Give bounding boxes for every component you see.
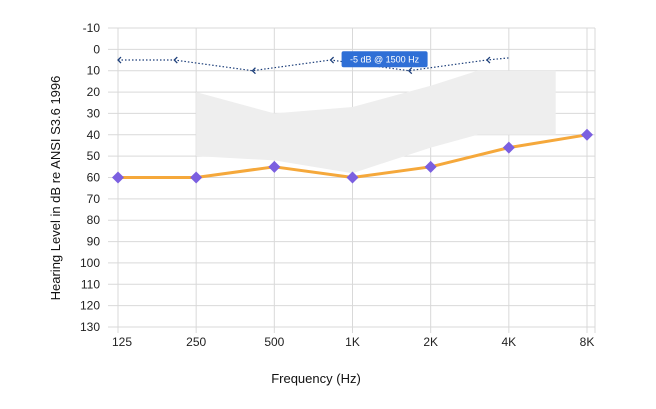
chevron-left-marker <box>486 56 491 64</box>
y-tick-label: 100 <box>80 256 100 270</box>
y-tick-label: 60 <box>87 171 101 185</box>
y-tick-label: 80 <box>87 213 101 227</box>
y-tick-label: 30 <box>87 106 101 120</box>
tooltip-box <box>341 51 428 68</box>
chevron-left-marker <box>117 56 122 64</box>
y-axis-title: Hearing Level in dB re ANSI S3.6 1996 <box>48 76 63 301</box>
x-tick-label: 250 <box>186 335 206 349</box>
y-tick-label: 130 <box>80 320 100 334</box>
x-tick-labels: 125 250 500 1K 2K 4K 8K <box>112 335 594 349</box>
diamond-marker[interactable] <box>424 160 437 173</box>
y-tick-label: 10 <box>87 64 101 78</box>
chevron-left-marker <box>407 67 413 75</box>
x-tick-label: 4K <box>501 335 516 349</box>
marker-layer <box>112 128 593 184</box>
y-tick-label: 120 <box>80 299 100 313</box>
y-tick-label: 40 <box>87 128 101 142</box>
dotted-series-layer <box>117 56 509 75</box>
x-tick-label: 8K <box>580 335 595 349</box>
diamond-marker[interactable] <box>112 171 124 184</box>
diamond-marker[interactable] <box>268 160 281 173</box>
y-tick-label: 50 <box>87 149 101 163</box>
dotted-series-line <box>118 57 509 72</box>
normal-range-band <box>196 70 556 174</box>
y-tick-label: 110 <box>81 277 100 291</box>
y-tick-label: 20 <box>87 85 101 99</box>
tooltip-text: -5 dB @ 1500 Hz <box>350 54 420 64</box>
chevron-left-marker <box>329 56 335 64</box>
annotation-layer: -5 dB @ 1500 Hz <box>341 51 428 68</box>
diamond-marker[interactable] <box>581 128 593 141</box>
x-axis-title: Frequency (Hz) <box>271 371 361 386</box>
diamond-marker[interactable] <box>190 171 203 184</box>
y-tick-label: 0 <box>93 42 100 56</box>
y-tick-label: 70 <box>87 192 101 206</box>
y-tick-label: -10 <box>83 21 101 35</box>
grid-layer <box>108 27 596 333</box>
x-tick-label: 2K <box>423 335 438 349</box>
x-tick-label: 500 <box>264 335 284 349</box>
diamond-marker[interactable] <box>502 141 515 154</box>
x-tick-label: 125 <box>112 335 132 349</box>
y-tick-labels: -10 0 10 20 30 40 50 60 70 80 90 100 110 120 130 <box>80 21 100 334</box>
chevron-left-marker <box>251 67 256 75</box>
shaded-band-layer <box>196 70 556 174</box>
diamond-marker[interactable] <box>346 171 359 184</box>
chevron-left-marker <box>173 56 178 64</box>
x-tick-label: 1K <box>345 335 360 349</box>
y-tick-label: 90 <box>87 235 101 249</box>
